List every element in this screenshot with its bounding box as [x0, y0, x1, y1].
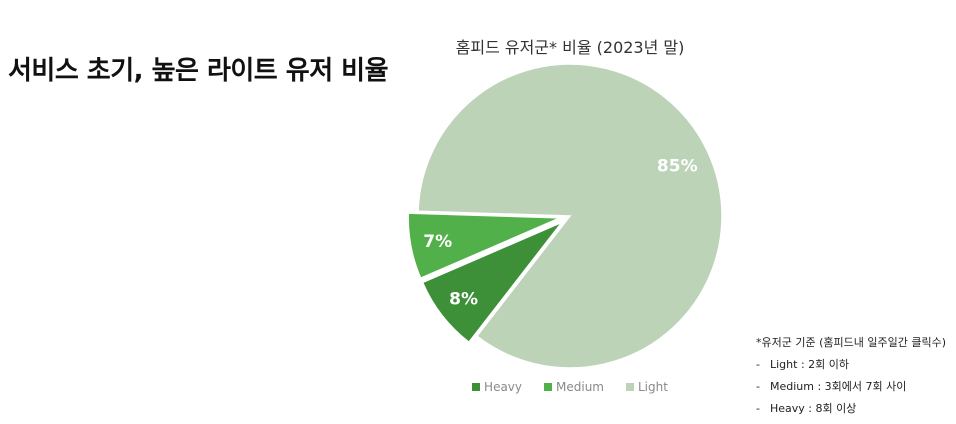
pie-slice-heavy [421, 221, 563, 344]
notes-heading: *유저군 기준 (홈피드내 일주일간 클릭수) [756, 336, 946, 349]
legend-label: Light [638, 380, 668, 394]
chart-legend: Heavy Medium Light [380, 380, 760, 394]
pie-slice-medium [407, 212, 561, 280]
slide-title: 서비스 초기, 높은 라이트 유저 비율 [8, 56, 389, 86]
note-item: - Light : 2회 이하 [756, 354, 946, 376]
legend-item-light: Light [626, 380, 668, 394]
note-bullet: - [756, 402, 760, 415]
pie-slice-light [417, 63, 723, 369]
legend-swatch [544, 383, 553, 391]
data-label-heavy: 8% [449, 290, 478, 310]
note-bullet: - [756, 380, 760, 393]
legend-swatch [472, 383, 481, 391]
note-bullet: - [756, 358, 760, 371]
data-label-medium: 7% [423, 232, 452, 252]
note-item: - Medium : 3회에서 7회 사이 [756, 376, 946, 398]
legend-swatch [626, 383, 634, 391]
note-item-text: Medium : 3회에서 7회 사이 [770, 380, 907, 393]
user-group-notes: *유저군 기준 (홈피드내 일주일간 클릭수) - Light : 2회 이하 -… [756, 332, 946, 420]
legend-label: Medium [556, 380, 604, 394]
legend-item-heavy: Heavy [472, 380, 522, 394]
data-label-light: 85% [657, 157, 698, 177]
legend-item-medium: Medium [544, 380, 604, 394]
pie-chart-svg: 8% 7% 85% [407, 63, 723, 369]
note-item: - Heavy : 8회 이상 [756, 398, 946, 420]
chart-title: 홈피드 유저군* 비율 (2023년 말) [455, 38, 685, 57]
pie-chart: 홈피드 유저군* 비율 (2023년 말) 8% 7% 85% Heavy Mediu… [380, 20, 760, 420]
note-item-text: Heavy : 8회 이상 [770, 402, 857, 415]
legend-label: Heavy [484, 380, 523, 394]
note-item-text: Light : 2회 이하 [770, 358, 850, 371]
